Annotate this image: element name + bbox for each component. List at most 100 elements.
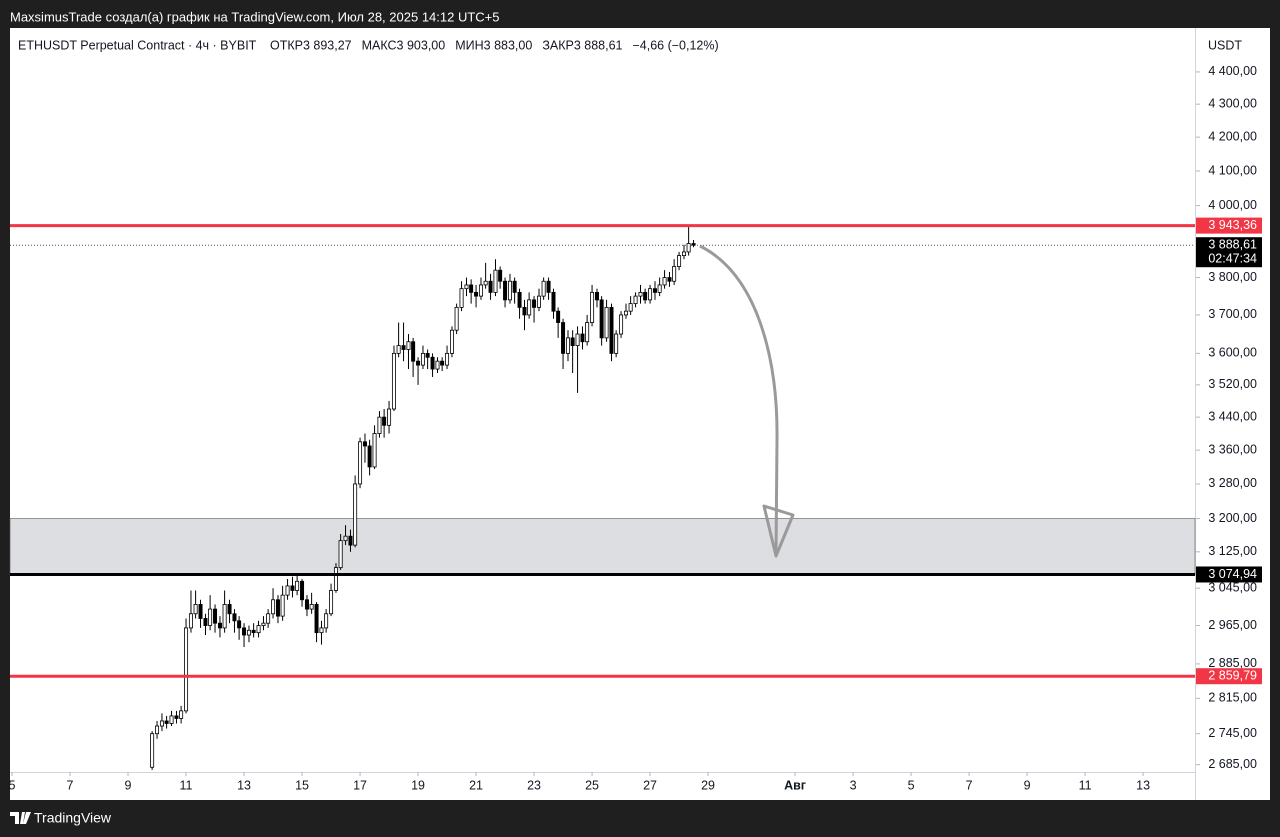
candle-body bbox=[280, 594, 285, 617]
candle-body bbox=[474, 291, 479, 297]
candle-body bbox=[561, 322, 566, 354]
candle-body bbox=[377, 416, 382, 434]
candle-body bbox=[425, 352, 430, 358]
x-tick-label: 9 bbox=[125, 778, 132, 792]
candle-body bbox=[575, 333, 580, 347]
candle-body bbox=[590, 291, 595, 323]
y-tick-label: 3 200,00 bbox=[1208, 511, 1257, 525]
level-label: 3 074,94 bbox=[1208, 567, 1257, 581]
logo: TradingView bbox=[10, 810, 112, 826]
candle-body bbox=[358, 441, 363, 485]
candle-body bbox=[599, 299, 604, 339]
candle-body bbox=[333, 567, 338, 591]
candle-body bbox=[672, 266, 677, 282]
candle-body bbox=[517, 291, 522, 308]
x-tick-label: Авг bbox=[784, 778, 806, 792]
candle-body bbox=[633, 295, 638, 305]
level-label-box bbox=[1196, 217, 1262, 234]
y-tick-label: 4 000,00 bbox=[1208, 198, 1257, 212]
level-label-box bbox=[1196, 668, 1262, 685]
candle-body bbox=[222, 604, 227, 629]
y-tick-label: 4 400,00 bbox=[1208, 64, 1257, 78]
candle-body bbox=[478, 284, 483, 297]
candle-body bbox=[309, 604, 314, 610]
candle-body bbox=[681, 251, 686, 256]
x-tick-label: 29 bbox=[701, 778, 715, 792]
candle-body bbox=[275, 599, 280, 617]
candle-body bbox=[329, 590, 334, 615]
y-tick-label: 2 885,00 bbox=[1208, 656, 1257, 670]
candle-body bbox=[435, 360, 440, 370]
x-tick-label: 15 bbox=[295, 778, 309, 792]
y-tick-label: 2 815,00 bbox=[1208, 691, 1257, 705]
y-tick-label: 2 685,00 bbox=[1208, 757, 1257, 771]
brand: TradingView bbox=[34, 810, 112, 826]
y-tick-label: 3 800,00 bbox=[1208, 270, 1257, 284]
candle-body bbox=[677, 255, 682, 267]
candle-body bbox=[498, 269, 503, 282]
candle-body bbox=[565, 337, 570, 354]
candle-body bbox=[454, 306, 459, 331]
candle-body bbox=[657, 284, 662, 293]
candle-body bbox=[527, 299, 532, 316]
legend-item: −4,66 (−0,12%) bbox=[632, 38, 718, 52]
legend: ОТКР3 893,27 МАКС3 903,00 МИН3 883,00 ЗАКР3… bbox=[270, 38, 719, 52]
x-tick-label: 11 bbox=[180, 778, 193, 792]
x-tick-label: 25 bbox=[585, 778, 599, 792]
candle-body bbox=[420, 352, 425, 366]
candle-body bbox=[353, 483, 358, 546]
candle-body bbox=[488, 280, 493, 293]
candle-body bbox=[150, 733, 155, 768]
y-tick-label: 4 200,00 bbox=[1208, 129, 1257, 143]
candle-body bbox=[585, 322, 590, 343]
symbol: ETHUSDT Perpetual Contract · 4ч · BYBIT bbox=[18, 38, 257, 52]
candle-body bbox=[338, 540, 343, 569]
candle-body bbox=[570, 337, 575, 347]
candle-body bbox=[449, 329, 454, 354]
y-tick-label: 2 965,00 bbox=[1208, 618, 1257, 632]
zone bbox=[9, 518, 1196, 575]
candle-body bbox=[609, 306, 614, 354]
candle-body bbox=[662, 277, 667, 286]
x-tick-label: 11 bbox=[1079, 778, 1092, 792]
candle-body bbox=[643, 291, 648, 301]
x-tick-label: 27 bbox=[643, 778, 657, 792]
y-tick-label: 3 600,00 bbox=[1208, 346, 1257, 360]
candle-body bbox=[304, 599, 309, 610]
candle-body bbox=[188, 613, 193, 629]
candle-body bbox=[594, 291, 599, 301]
x-tick-label: 23 bbox=[527, 778, 541, 792]
candle-body bbox=[251, 629, 256, 634]
candle-body bbox=[217, 622, 222, 629]
candle-body bbox=[638, 291, 643, 297]
candle-body bbox=[522, 306, 527, 316]
candle-body bbox=[232, 613, 237, 622]
x-tick-label: 21 bbox=[469, 778, 483, 792]
y-tick-label: 4 100,00 bbox=[1208, 163, 1257, 177]
candle-body bbox=[319, 627, 324, 634]
candle-body bbox=[285, 585, 290, 596]
candle-body bbox=[246, 629, 251, 636]
candle-body bbox=[401, 345, 406, 350]
y-tick-label: 3 360,00 bbox=[1208, 442, 1257, 456]
candle-body bbox=[604, 306, 609, 339]
x-tick-label: 17 bbox=[353, 778, 367, 792]
candle-body bbox=[362, 441, 367, 447]
candle-body bbox=[179, 710, 184, 719]
last-price-label: 3 888,61 bbox=[1208, 238, 1257, 252]
candle-body bbox=[184, 627, 189, 712]
candle-body bbox=[198, 604, 203, 619]
last-price-box bbox=[1196, 237, 1262, 268]
x-tick-label: 19 bbox=[411, 778, 425, 792]
x-tick-label: 7 bbox=[966, 778, 973, 792]
candle-body bbox=[203, 618, 208, 626]
candle-body bbox=[483, 280, 488, 286]
candle-body bbox=[193, 604, 198, 615]
candle-body bbox=[551, 291, 556, 312]
candle-body bbox=[614, 333, 619, 354]
x-tick-label: 13 bbox=[1136, 778, 1150, 792]
plot bbox=[9, 224, 1196, 770]
candle-body bbox=[367, 445, 372, 468]
candle-body bbox=[174, 715, 179, 719]
